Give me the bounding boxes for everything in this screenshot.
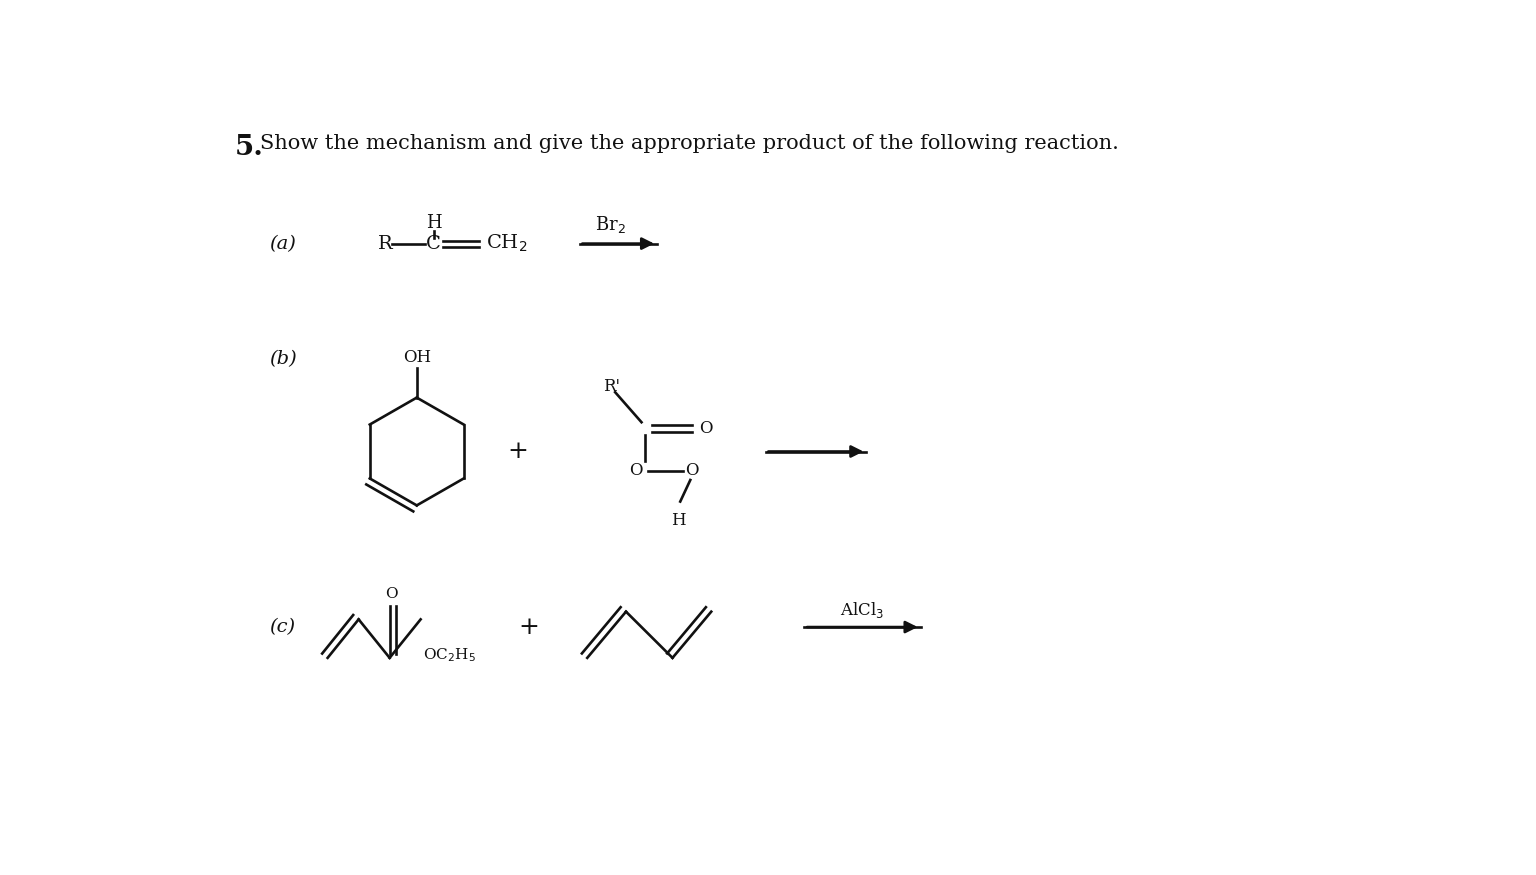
Text: (a): (a) <box>269 234 296 253</box>
Text: OH: OH <box>402 349 430 366</box>
Text: O: O <box>386 587 398 601</box>
Text: OC$_2$H$_5$: OC$_2$H$_5$ <box>422 647 476 664</box>
Text: +: + <box>519 615 539 639</box>
Text: O: O <box>630 462 644 480</box>
Text: (c): (c) <box>269 618 295 636</box>
Text: Br$_2$: Br$_2$ <box>594 214 625 235</box>
Text: R: R <box>378 234 393 253</box>
Text: R': R' <box>602 377 619 395</box>
Text: +: + <box>507 440 528 463</box>
Text: 5.: 5. <box>235 134 264 161</box>
Text: C: C <box>427 234 441 253</box>
Text: (b): (b) <box>269 350 298 368</box>
Text: O: O <box>685 462 699 480</box>
Text: Show the mechanism and give the appropriate product of the following reaction.: Show the mechanism and give the appropri… <box>260 134 1120 153</box>
Text: AlCl$_3$: AlCl$_3$ <box>840 600 885 620</box>
Text: CH$_2$: CH$_2$ <box>487 233 528 255</box>
Text: H: H <box>671 512 685 528</box>
Text: H: H <box>425 214 442 232</box>
Text: O: O <box>699 420 713 437</box>
